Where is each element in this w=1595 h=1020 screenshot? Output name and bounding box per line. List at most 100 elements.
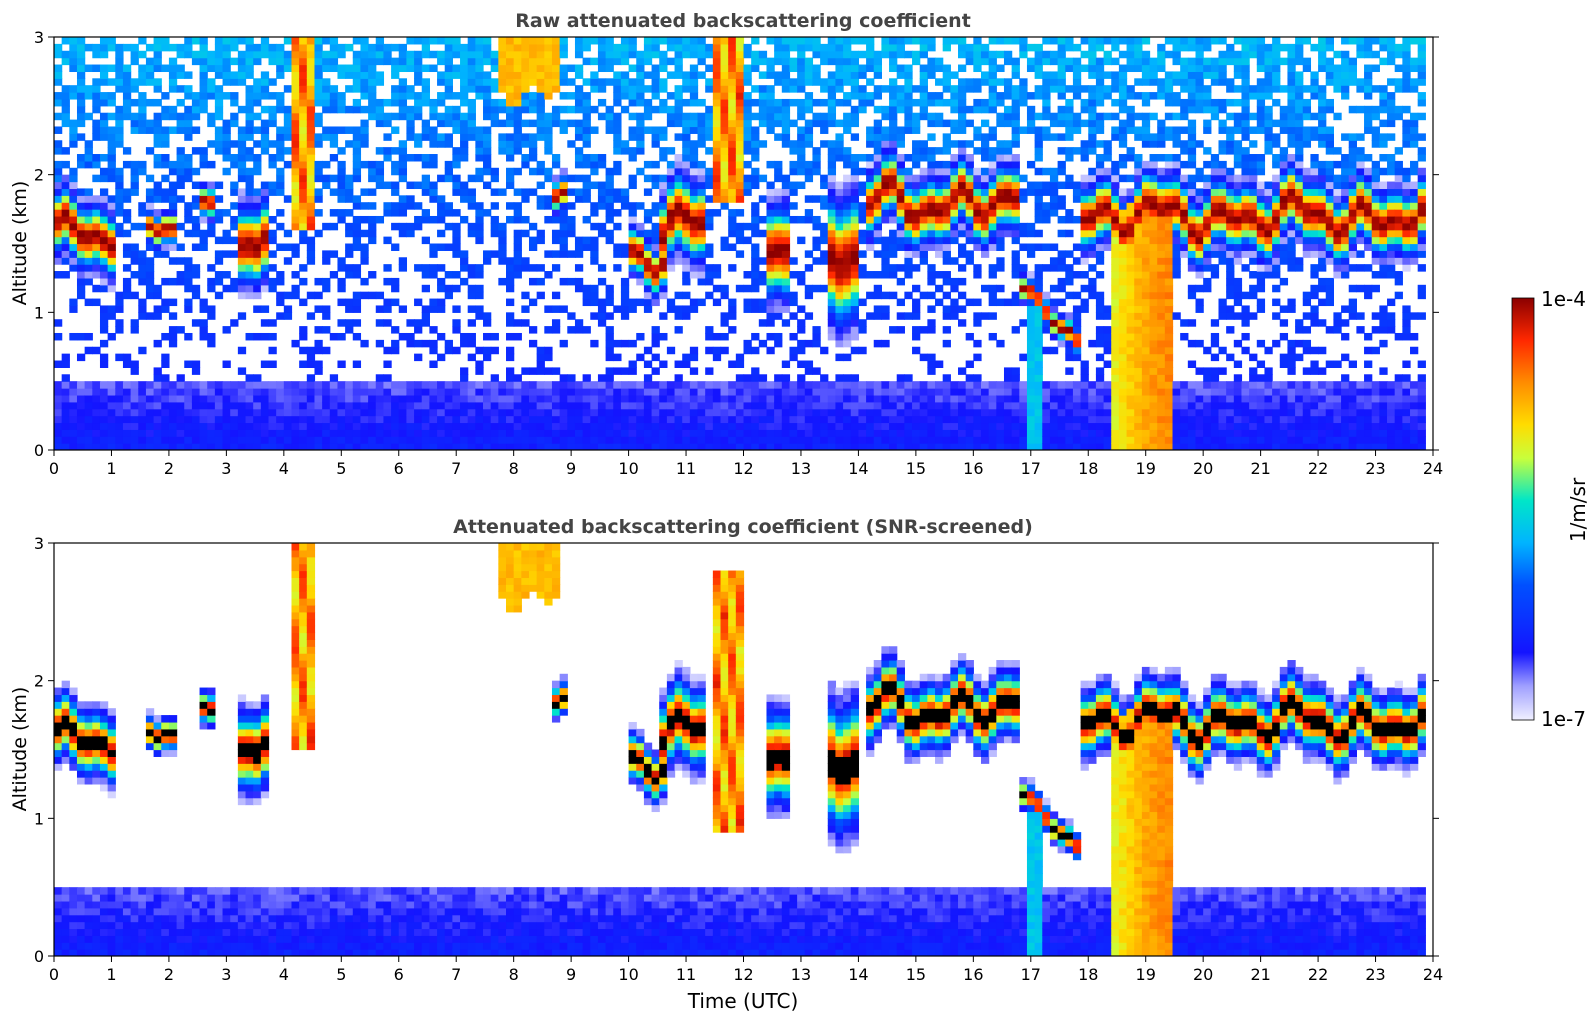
heatmap-cell xyxy=(643,401,653,410)
heatmap-cell xyxy=(69,381,78,389)
heatmap-cell xyxy=(498,257,507,265)
heatmap-cell xyxy=(827,408,837,417)
heatmap-cell xyxy=(751,422,760,430)
heatmap-cell xyxy=(184,229,193,238)
heatmap-cell xyxy=(276,188,285,196)
heatmap-cell xyxy=(789,415,798,424)
heatmap-cell xyxy=(774,209,783,217)
heatmap-cell xyxy=(781,250,791,258)
heatmap-cell xyxy=(99,167,109,176)
heatmap-cell xyxy=(153,78,162,86)
heatmap-cell xyxy=(843,202,852,210)
heatmap-cell xyxy=(697,422,706,430)
heatmap-cell xyxy=(797,422,806,430)
heatmap-cell xyxy=(176,119,185,128)
heatmap-cell xyxy=(84,236,93,245)
heatmap-cell xyxy=(682,243,691,251)
heatmap-cell xyxy=(207,222,216,231)
heatmap-cell xyxy=(153,243,162,251)
heatmap-cell xyxy=(682,436,691,444)
heatmap-cell xyxy=(628,394,637,403)
heatmap-cell xyxy=(980,381,990,389)
heatmap-cell xyxy=(398,167,408,176)
heatmap-cell xyxy=(467,394,476,403)
heatmap-cell xyxy=(54,436,63,444)
heatmap-cell xyxy=(161,332,170,341)
heatmap-cell xyxy=(391,443,400,450)
heatmap-cell xyxy=(260,71,270,79)
heatmap-cell xyxy=(950,160,959,169)
heatmap-cell xyxy=(858,408,867,417)
heatmap-cell xyxy=(76,57,86,66)
heatmap-cell xyxy=(835,415,844,424)
heatmap-cell xyxy=(605,388,614,396)
heatmap-cell xyxy=(674,236,683,245)
heatmap-cell xyxy=(889,105,898,114)
heatmap-cell xyxy=(889,394,898,403)
heatmap-cell xyxy=(260,305,270,313)
heatmap-cell xyxy=(61,243,70,251)
heatmap-cell xyxy=(620,305,630,313)
heatmap-cell xyxy=(260,188,270,196)
heatmap-cell xyxy=(322,78,331,86)
heatmap-cell xyxy=(460,92,469,100)
heatmap-cell xyxy=(674,85,683,93)
heatmap-cell xyxy=(421,119,430,128)
heatmap-cell xyxy=(804,140,814,148)
heatmap-cell xyxy=(107,140,116,148)
heatmap-cell xyxy=(306,154,316,162)
heatmap-cell xyxy=(337,174,346,183)
heatmap-cell xyxy=(666,119,676,128)
heatmap-cell xyxy=(54,188,63,196)
heatmap-cell xyxy=(222,394,231,403)
heatmap-cell xyxy=(352,388,362,396)
heatmap-cell xyxy=(383,202,392,210)
heatmap-cell xyxy=(1019,271,1028,279)
heatmap-cell xyxy=(597,154,607,162)
heatmap-cell xyxy=(605,215,614,224)
heatmap-cell xyxy=(590,71,599,79)
heatmap-cell xyxy=(812,326,821,334)
heatmap-cell xyxy=(490,215,499,224)
heatmap-cell xyxy=(958,202,967,210)
heatmap-cell xyxy=(337,284,346,293)
heatmap-cell xyxy=(797,443,806,450)
heatmap-cell xyxy=(368,443,377,450)
heatmap-cell xyxy=(843,401,852,410)
heatmap-cell xyxy=(766,195,775,203)
heatmap-cell xyxy=(850,64,860,73)
heatmap-cell xyxy=(299,105,308,114)
heatmap-cell xyxy=(207,339,216,348)
heatmap-cell xyxy=(919,37,928,45)
heatmap-cell xyxy=(138,312,147,320)
heatmap-cell xyxy=(1019,319,1028,327)
heatmap-cell xyxy=(168,167,178,176)
heatmap-cell xyxy=(437,443,446,450)
heatmap-cell xyxy=(444,443,453,450)
heatmap-cell xyxy=(881,147,890,155)
heatmap-cell xyxy=(643,429,653,437)
heatmap-cell xyxy=(107,37,116,45)
heatmap-cell xyxy=(130,443,139,450)
heatmap-cell xyxy=(850,415,860,424)
heatmap-cell xyxy=(904,195,913,203)
heatmap-cell xyxy=(720,394,729,403)
heatmap-cell xyxy=(1011,37,1020,45)
heatmap-cell xyxy=(858,167,867,176)
heatmap-cell xyxy=(99,277,109,286)
heatmap-cell xyxy=(919,291,928,300)
heatmap-cell xyxy=(398,174,408,183)
heatmap-cell xyxy=(1011,92,1020,100)
heatmap-cell xyxy=(276,181,285,190)
heatmap-cell xyxy=(766,443,775,450)
heatmap-cell xyxy=(214,415,224,424)
heatmap-cell xyxy=(613,112,622,121)
heatmap-cell xyxy=(122,215,132,224)
heatmap-cell xyxy=(383,154,392,162)
heatmap-cell xyxy=(820,401,829,410)
heatmap-cell xyxy=(544,133,553,141)
heatmap-cell xyxy=(437,215,446,224)
heatmap-cell xyxy=(130,381,139,389)
heatmap-cell xyxy=(253,257,262,265)
heatmap-cell xyxy=(230,78,239,86)
